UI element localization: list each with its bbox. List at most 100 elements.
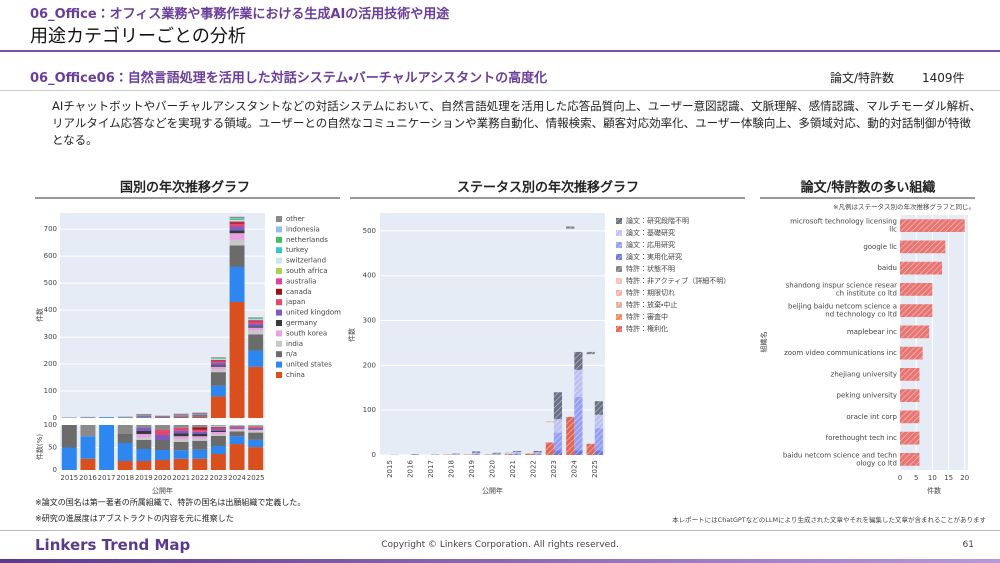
- share-segment: [210, 428, 226, 429]
- share-segment: [80, 458, 96, 470]
- bar-segment: [512, 450, 522, 452]
- bar-segment: [545, 421, 554, 423]
- legend-swatch: [616, 218, 622, 224]
- share-segment: [173, 458, 189, 470]
- bar-segment: [229, 218, 245, 220]
- y-tick-label: 300: [363, 317, 376, 325]
- legend-swatch: [276, 216, 282, 222]
- y-tick-label: google llc: [863, 243, 897, 251]
- y-tick-label: ology co ltd: [856, 459, 897, 467]
- y-tick-label: 200: [363, 361, 376, 369]
- bar-segment: [533, 453, 542, 455]
- y-tick-label: microsoft technology licensing: [790, 218, 897, 226]
- share-segment: [248, 432, 264, 440]
- share-segment: [210, 434, 226, 436]
- bar: [900, 219, 965, 232]
- bar-segment: [574, 351, 583, 370]
- bar-segment: [586, 443, 595, 455]
- bar-segment: [229, 218, 245, 219]
- legend-label: other: [286, 215, 305, 223]
- x-tick-label: 2017: [98, 474, 116, 482]
- legend-swatch: [616, 254, 622, 260]
- y-tick-label: beijing baidu netcom science a: [788, 303, 897, 311]
- legend-label: 特許：非アクティブ（詳細不明）: [626, 276, 730, 285]
- bar-segment: [210, 372, 226, 386]
- bar-segment: [512, 451, 522, 454]
- legend-swatch: [616, 314, 622, 320]
- y-tick-label: 0: [53, 414, 57, 422]
- legend-label: united kingdom: [286, 309, 341, 317]
- bar-segment: [210, 357, 226, 359]
- y-tick-label: 200: [44, 360, 57, 368]
- y-tick-label: 400: [363, 272, 376, 280]
- legend-swatch: [276, 320, 282, 326]
- bar-segment: [210, 360, 226, 361]
- x-tick-label: 2022: [191, 474, 209, 482]
- x-tick-label: 2018: [116, 474, 134, 482]
- bar-segment: [594, 450, 603, 455]
- bar-segment: [248, 320, 264, 321]
- bar-segment: [472, 453, 481, 455]
- legend-swatch: [616, 278, 622, 284]
- x-tick-label: 2025: [247, 474, 265, 482]
- x-tick-label: 0: [898, 474, 902, 482]
- share-segment: [99, 425, 115, 470]
- bar-segment: [472, 452, 481, 454]
- bar: [900, 283, 933, 296]
- rule: [0, 90, 1000, 91]
- share-segment: [173, 439, 189, 442]
- bar-segment: [533, 452, 542, 454]
- bar-segment: [192, 416, 208, 418]
- bar: [900, 368, 920, 381]
- category: 06_Office：オフィス業務や事務作業における生成AIの活用技術や用途: [30, 7, 450, 22]
- bar: [900, 431, 920, 445]
- bar-segment: [553, 432, 563, 451]
- y-tick-label: oracle int corp: [846, 413, 897, 421]
- bar-segment: [248, 350, 264, 367]
- y-tick-label: peking university: [837, 392, 897, 400]
- share-segment: [210, 431, 226, 432]
- count-label: 論文/特許数: [830, 71, 895, 85]
- note: ※論文の国名は第一著者の所属組織で、特許の国名は出願組織で定義した。: [35, 498, 306, 507]
- share-segment: [192, 427, 208, 430]
- share-segment: [229, 444, 245, 470]
- logo: Linkers Trend Map: [35, 536, 191, 554]
- share-segment: [173, 433, 189, 437]
- bar-segment: [210, 369, 226, 373]
- bar-segment: [248, 318, 264, 320]
- x-tick-label: 2024: [570, 460, 578, 478]
- legend-swatch: [276, 278, 282, 285]
- plot-bg: [380, 213, 605, 455]
- share-segment: [61, 447, 77, 470]
- share-segment: [117, 425, 133, 434]
- y-tick-label: zhejiang university: [831, 370, 897, 378]
- y-tick-label: baidu: [877, 264, 897, 272]
- legend-label: 特許：状態不明: [626, 264, 675, 273]
- legend-label: n/a: [286, 350, 297, 358]
- legend-swatch: [276, 268, 282, 274]
- share-segment: [210, 425, 226, 426]
- bar-segment: [472, 451, 481, 453]
- share-segment: [173, 427, 189, 431]
- x-tick-label: 2021: [509, 460, 517, 478]
- legend-swatch: [276, 372, 282, 378]
- x-tick-label: 2019: [135, 474, 153, 482]
- share-segment: [192, 431, 208, 434]
- count: 1409件: [922, 71, 965, 85]
- legend-swatch: [276, 361, 282, 368]
- share-segment: [229, 436, 245, 445]
- plot-bg: [900, 215, 968, 470]
- legend-swatch: [276, 299, 282, 306]
- bar-segment: [492, 452, 501, 454]
- bar-segment: [229, 226, 245, 231]
- y-tick-label: 50: [48, 444, 57, 452]
- share-segment: [192, 449, 208, 459]
- x-tick-label: 2015: [60, 474, 78, 482]
- share-segment: [248, 428, 264, 430]
- legend-swatch: [276, 226, 282, 233]
- bar-segment: [229, 239, 245, 246]
- legend-swatch: [276, 340, 282, 347]
- bar-segment: [210, 365, 226, 367]
- y-axis-label: 件数(%): [35, 434, 44, 460]
- bar-segment: [173, 416, 189, 418]
